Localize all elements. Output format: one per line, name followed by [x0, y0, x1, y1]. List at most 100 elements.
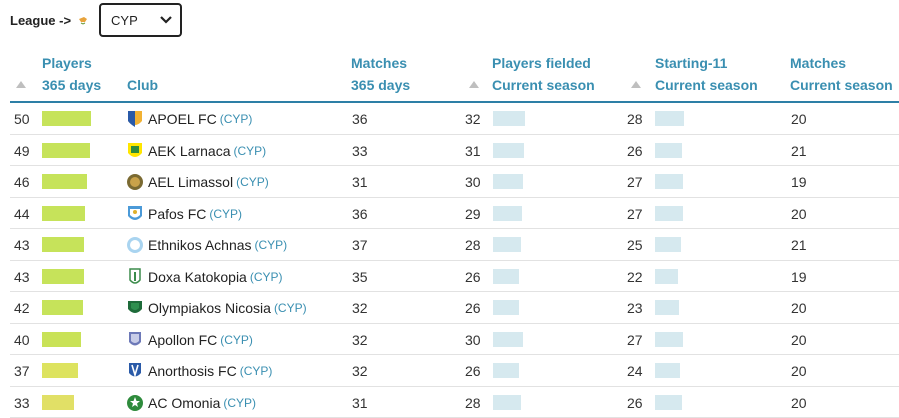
matches-365-value: 33: [352, 143, 368, 159]
club-country-link[interactable]: (CYP): [274, 301, 307, 315]
ael-limassol-crest-icon: [126, 172, 144, 192]
matches-current-value: 20: [791, 111, 807, 127]
players-365-bar: [42, 143, 90, 158]
players-365-value: 42: [14, 300, 30, 316]
starting-11-value: 22: [627, 269, 643, 285]
table-row: 43 Ethnikos Achnas (CYP) 37 28 25 21: [10, 229, 899, 261]
players-365-value: 50: [14, 111, 30, 127]
header-matches-365[interactable]: Matches 365 days: [351, 52, 410, 96]
table-row: 43 Doxa Katokopia (CYP) 35 26 22 19: [10, 261, 899, 293]
club-name-link[interactable]: Ethnikos Achnas: [148, 237, 252, 253]
header-matches-current[interactable]: Matches Current season: [790, 52, 893, 96]
players-fielded-bar: [493, 174, 523, 189]
apollon-crest-icon: [126, 330, 144, 350]
sort-up-icon[interactable]: [469, 80, 479, 88]
league-filter: League -> CYP: [10, 4, 182, 36]
club-name-link[interactable]: Olympiakos Nicosia: [148, 300, 271, 316]
club-cell: Olympiakos Nicosia (CYP): [126, 297, 307, 319]
club-name-link[interactable]: AC Omonia: [148, 395, 220, 411]
matches-current-value: 20: [791, 363, 807, 379]
players-365-bar: [42, 395, 74, 410]
table-row: 33 AC Omonia (CYP) 31 28 26 20: [10, 387, 899, 418]
players-fielded-value: 29: [465, 206, 481, 222]
club-country-link[interactable]: (CYP): [255, 238, 288, 252]
ethnikos-achnas-crest-icon: [126, 235, 144, 255]
league-select[interactable]: CYP: [99, 3, 182, 37]
starting-11-value: 27: [627, 206, 643, 222]
players-365-bar: [42, 206, 85, 221]
league-select-value: CYP: [111, 13, 138, 28]
club-country-link[interactable]: (CYP): [234, 144, 267, 158]
matches-current-value: 19: [791, 269, 807, 285]
header-players-fielded[interactable]: Players fielded Current season: [492, 52, 595, 96]
players-fielded-value: 26: [465, 269, 481, 285]
matches-365-value: 31: [352, 395, 368, 411]
matches-current-value: 19: [791, 174, 807, 190]
matches-365-value: 37: [352, 237, 368, 253]
players-fielded-bar: [493, 300, 519, 315]
club-country-link[interactable]: (CYP): [209, 207, 242, 221]
club-country-link[interactable]: (CYP): [250, 270, 283, 284]
chevron-down-icon: [160, 16, 172, 24]
club-name-link[interactable]: AEL Limassol: [148, 174, 233, 190]
cyprus-flag-icon: [77, 14, 89, 26]
apoel-crest-icon: [126, 109, 144, 129]
sort-up-icon[interactable]: [631, 80, 641, 88]
players-365-value: 49: [14, 143, 30, 159]
players-fielded-bar: [493, 143, 524, 158]
players-365-bar: [42, 363, 78, 378]
omonia-crest-icon: [126, 393, 144, 413]
players-365-bar: [42, 332, 81, 347]
table-row: 49 AEK Larnaca (CYP) 33 31 26 21: [10, 135, 899, 167]
starting-11-value: 27: [627, 332, 643, 348]
club-country-link[interactable]: (CYP): [220, 333, 253, 347]
starting-11-bar: [655, 237, 681, 252]
club-cell: Ethnikos Achnas (CYP): [126, 234, 287, 256]
players-365-value: 43: [14, 237, 30, 253]
club-name-link[interactable]: AEK Larnaca: [148, 143, 231, 159]
players-365-bar: [42, 300, 83, 315]
club-name-link[interactable]: APOEL FC: [148, 111, 217, 127]
club-name-link[interactable]: Apollon FC: [148, 332, 217, 348]
header-starting-11[interactable]: Starting-11 Current season: [655, 52, 758, 96]
starting-11-value: 24: [627, 363, 643, 379]
header-club[interactable]: Club: [127, 74, 158, 96]
club-country-link[interactable]: (CYP): [223, 396, 256, 410]
starting-11-value: 23: [627, 300, 643, 316]
matches-current-value: 21: [791, 237, 807, 253]
starting-11-bar: [655, 143, 682, 158]
club-cell: AC Omonia (CYP): [126, 392, 256, 414]
players-365-bar: [42, 269, 84, 284]
matches-365-value: 36: [352, 111, 368, 127]
starting-11-bar: [655, 300, 679, 315]
players-fielded-value: 30: [465, 174, 481, 190]
club-cell: Doxa Katokopia (CYP): [126, 266, 283, 288]
players-fielded-bar: [493, 269, 519, 284]
club-name-link[interactable]: Anorthosis FC: [148, 363, 237, 379]
club-cell: AEK Larnaca (CYP): [126, 140, 266, 162]
sort-up-icon[interactable]: [16, 80, 26, 88]
anorthosis-crest-icon: [126, 361, 144, 381]
matches-current-value: 20: [791, 206, 807, 222]
players-365-bar: [42, 111, 91, 126]
players-fielded-bar: [493, 363, 519, 378]
players-fielded-bar: [493, 395, 521, 410]
club-name-link[interactable]: Pafos FC: [148, 206, 206, 222]
starting-11-bar: [655, 395, 682, 410]
players-fielded-value: 26: [465, 300, 481, 316]
club-cell: Pafos FC (CYP): [126, 203, 242, 225]
players-365-bar: [42, 237, 84, 252]
club-country-link[interactable]: (CYP): [220, 112, 253, 126]
header-players-365[interactable]: Players 365 days: [42, 52, 101, 96]
players-fielded-value: 28: [465, 395, 481, 411]
aek-larnaca-crest-icon: [126, 141, 144, 161]
table-row: 46 AEL Limassol (CYP) 31 30 27 19: [10, 166, 899, 198]
players-365-bar: [42, 174, 87, 189]
starting-11-bar: [655, 206, 683, 221]
club-country-link[interactable]: (CYP): [236, 175, 269, 189]
league-label: League ->: [10, 13, 71, 28]
players-365-value: 44: [14, 206, 30, 222]
players-365-value: 43: [14, 269, 30, 285]
club-name-link[interactable]: Doxa Katokopia: [148, 269, 247, 285]
club-country-link[interactable]: (CYP): [240, 364, 273, 378]
